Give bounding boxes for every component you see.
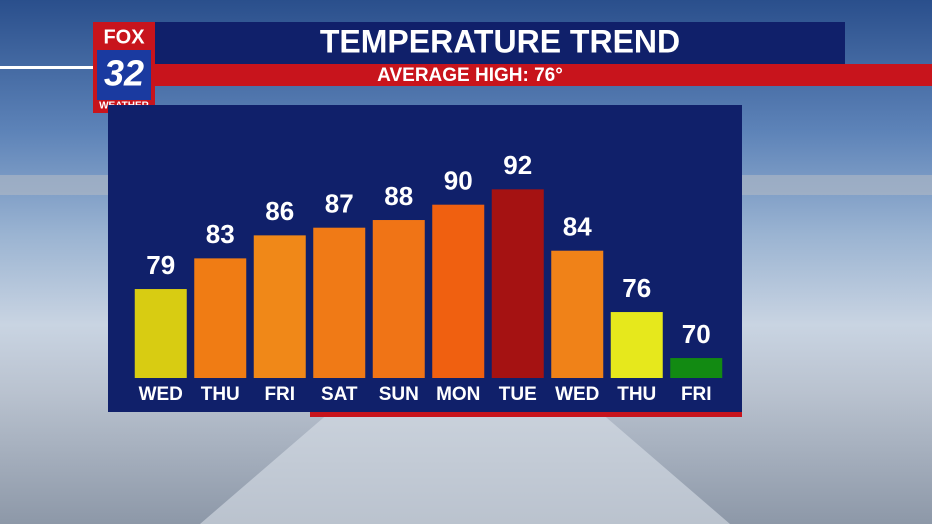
value-label: 86 bbox=[265, 196, 294, 226]
bar bbox=[432, 204, 485, 378]
bar bbox=[491, 189, 544, 378]
logo-inner bbox=[97, 50, 151, 100]
x-tick-label: WED bbox=[139, 384, 183, 405]
x-tick-label: SUN bbox=[379, 384, 419, 405]
x-tick-label: FRI bbox=[264, 384, 295, 405]
chart-subtitle: AVERAGE HIGH: 76° bbox=[377, 65, 563, 86]
logo-channel: 32 bbox=[104, 53, 144, 94]
title-banner bbox=[155, 22, 845, 64]
value-label: 90 bbox=[444, 166, 473, 196]
x-tick-label: TUE bbox=[499, 384, 537, 405]
bar bbox=[670, 358, 723, 378]
x-tick-label: THU bbox=[201, 384, 240, 405]
floor bbox=[200, 412, 730, 524]
bar bbox=[313, 227, 366, 378]
chart-title: TEMPERATURE TREND bbox=[320, 23, 680, 59]
bar bbox=[551, 250, 604, 378]
value-label: 87 bbox=[325, 189, 354, 219]
value-label: 88 bbox=[384, 181, 413, 211]
value-label: 83 bbox=[206, 219, 235, 249]
subtitle-banner bbox=[155, 64, 932, 86]
x-tick-label: THU bbox=[617, 384, 656, 405]
value-label: 84 bbox=[563, 212, 592, 242]
rule bbox=[0, 66, 93, 69]
bar bbox=[610, 312, 663, 378]
logo-network: FOX bbox=[103, 26, 145, 48]
value-label: 92 bbox=[503, 150, 532, 180]
x-tick-label: MON bbox=[436, 384, 480, 405]
panel-underline bbox=[310, 412, 742, 417]
x-tick-label: FRI bbox=[681, 384, 712, 405]
bar bbox=[194, 258, 247, 378]
bar bbox=[372, 220, 425, 378]
x-tick-label: SAT bbox=[321, 384, 358, 405]
value-label: 76 bbox=[622, 273, 651, 303]
bar bbox=[134, 289, 187, 378]
bar bbox=[253, 235, 306, 378]
value-label: 70 bbox=[682, 319, 711, 349]
value-label: 79 bbox=[146, 250, 175, 280]
x-tick-label: WED bbox=[555, 384, 599, 405]
